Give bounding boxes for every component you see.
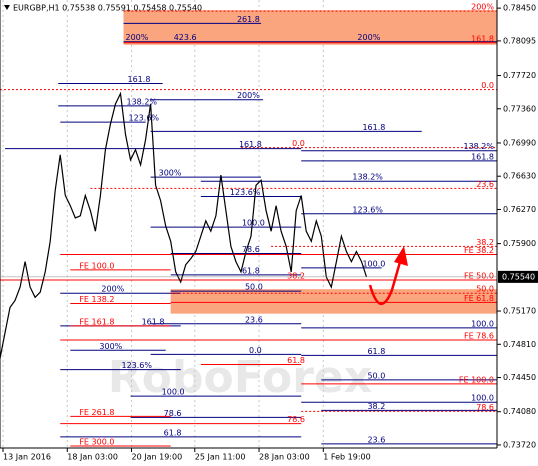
x-tick-label: 18 Jan 03:00: [67, 453, 118, 462]
level-label: 23.6: [367, 435, 385, 444]
price-layer: [0, 91, 368, 359]
forecast-arrow: [368, 261, 402, 305]
level-label: 261.8: [237, 15, 260, 24]
y-tick-label: 0.76630: [503, 172, 536, 181]
level-label: 161.8: [471, 34, 494, 43]
level-label: FE 61.8: [464, 294, 494, 303]
level-label: 23.6: [245, 315, 263, 324]
y-tick-label: 0.77360: [503, 104, 536, 113]
level-label: 100.0: [162, 388, 185, 397]
level-label: 161.8: [239, 140, 262, 149]
forecast-arrowhead: [394, 246, 408, 266]
level-label: 100.0: [471, 394, 494, 403]
level-label: FE 300.0: [79, 437, 114, 446]
level-label: FE 138.2: [79, 295, 114, 304]
level-label: 138.2%: [352, 173, 383, 182]
level-label: FE 100.0: [79, 261, 114, 270]
y-tick-label: 0.78095: [503, 36, 536, 45]
level-label: 423.6: [174, 33, 197, 42]
level-label: 100.0: [242, 219, 265, 228]
x-tick-label: 25 Jan 11:00: [195, 453, 246, 462]
level-label: 0.0: [481, 81, 494, 90]
level-label: 61.8: [164, 428, 182, 437]
level-label: 161.8: [362, 123, 385, 132]
y-tick-label: 0.74810: [503, 340, 536, 349]
chart-title: EURGBP,H1 0.75538 0.75591 0.75458 0.7554…: [13, 4, 202, 13]
x-tick-label: 20 Jan 19:00: [132, 453, 183, 462]
level-label: 50.0: [367, 371, 385, 380]
level-label: FE 78.6: [464, 332, 494, 341]
level-label: 200%: [357, 33, 380, 42]
zones-layer: [123, 10, 497, 314]
level-label: 0.0: [249, 346, 262, 355]
level-label: FE 50.0: [464, 272, 494, 281]
last-price-box: [498, 270, 538, 283]
y-tick-label: 0.74450: [503, 373, 536, 382]
level-label: 50.0: [476, 285, 494, 294]
level-label: 161.8: [128, 75, 151, 84]
y-tick-label: 0.75170: [503, 307, 536, 316]
watermark-layer: RoboForex: [108, 352, 372, 403]
last-price-label: 0.75540: [502, 272, 535, 281]
y-tick-label: 0.76270: [503, 205, 536, 214]
level-label: 300%: [99, 342, 122, 351]
level-label: FE 261.8: [79, 408, 114, 417]
level-label: 61.8: [367, 347, 385, 356]
level-label: 161.8: [142, 317, 165, 326]
level-label: 78.6: [476, 403, 494, 412]
level-label: 61.8: [242, 266, 260, 275]
level-label: 78.6: [242, 245, 260, 254]
level-label: 200%: [126, 33, 149, 42]
level-label: 200%: [101, 285, 124, 294]
watermark: RoboForex: [108, 352, 372, 403]
level-label: FE 161.8: [79, 317, 114, 326]
x-tick-label: 13 Jan 2016: [3, 453, 51, 462]
level-label: 161.8: [471, 152, 494, 161]
y-tick-label: 0.75900: [503, 239, 536, 248]
level-label: 200%: [237, 91, 260, 100]
y-tick-label: 0.73720: [503, 440, 536, 449]
x-tick-label: 1 Feb 19:00: [323, 453, 370, 462]
level-label: 200%: [471, 3, 494, 12]
level-label: 100.0: [362, 259, 385, 268]
level-label: 78.6: [164, 409, 182, 418]
zone: [123, 10, 497, 45]
level-label: FE 38.2: [464, 246, 494, 255]
level-label: 123.6%: [129, 114, 160, 123]
level-label: 23.6: [476, 180, 494, 189]
y-tick-label: 0.77720: [503, 71, 536, 80]
y-tick-label: 0.76990: [503, 138, 536, 147]
level-label: 123.6%: [352, 205, 383, 214]
level-label: 138.2%: [127, 97, 158, 106]
level-label: 38.2: [476, 238, 494, 247]
x-tick-label: 28 Jan 03:00: [259, 453, 310, 462]
level-label: 38.2: [367, 402, 385, 411]
level-label: FE 100.0: [459, 375, 494, 384]
level-label: 123.6%: [121, 361, 152, 370]
level-label: 0.0: [292, 139, 305, 148]
y-tick-label: 0.78450: [503, 4, 536, 13]
level-label: 61.8: [287, 356, 305, 365]
title-icon: [4, 5, 10, 10]
level-label: 300%: [159, 169, 182, 178]
level-label: 50.0: [245, 283, 263, 292]
level-label: 138.2%: [463, 142, 494, 151]
level-label: 38.2: [287, 272, 305, 281]
level-label: 78.6: [287, 415, 305, 424]
price-line: [0, 91, 368, 359]
zone: [170, 289, 497, 314]
level-label: 123.6%: [230, 188, 261, 197]
y-tick-label: 0.74080: [503, 407, 536, 416]
level-label: 100.0: [471, 319, 494, 328]
